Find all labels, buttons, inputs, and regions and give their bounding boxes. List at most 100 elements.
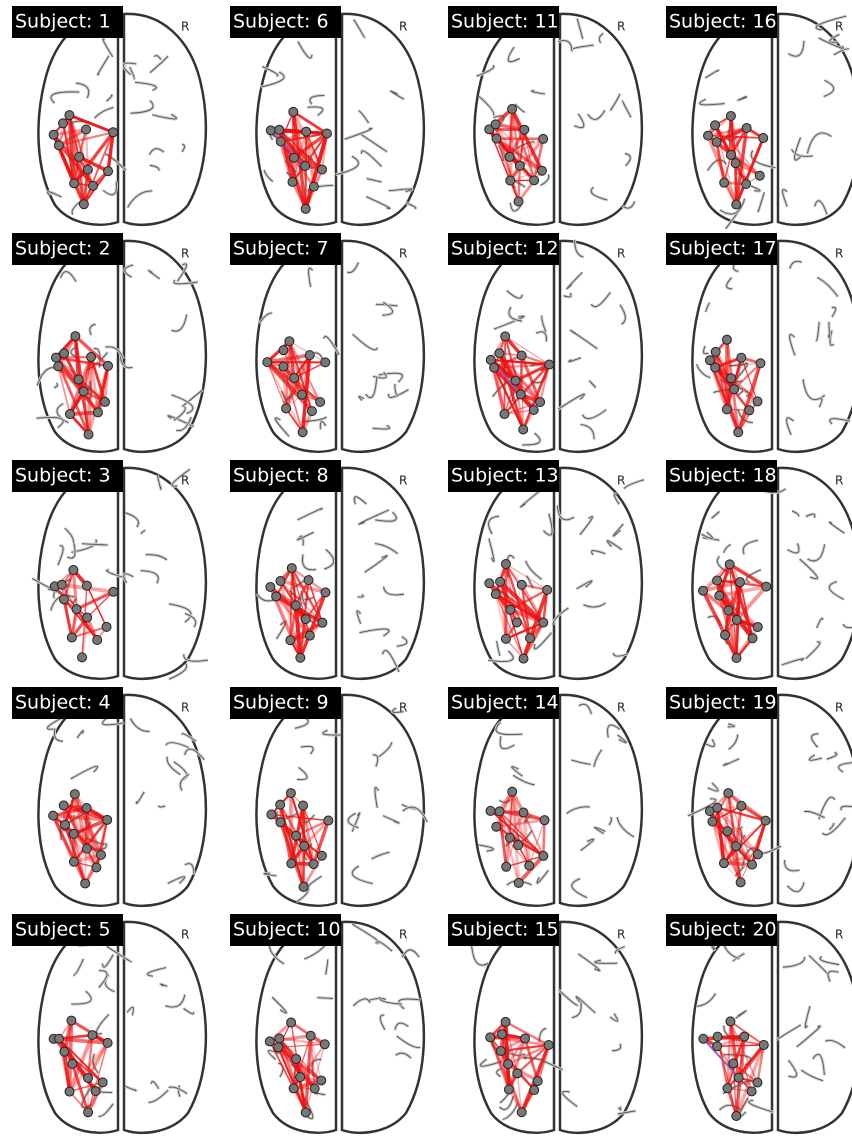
- node: [732, 1111, 741, 1120]
- side-label: R: [835, 928, 843, 942]
- node: [753, 397, 762, 406]
- node: [506, 605, 515, 614]
- connection: [543, 820, 544, 856]
- node: [504, 1085, 513, 1094]
- side-label: R: [617, 247, 625, 261]
- panel-label: Subject: 15: [451, 919, 559, 941]
- connection: [304, 846, 305, 887]
- node: [82, 844, 91, 853]
- panel-label: Subject: 8: [233, 465, 329, 487]
- side-label: R: [835, 247, 843, 261]
- panel-label: Subject: 5: [15, 919, 111, 941]
- node: [67, 1016, 76, 1025]
- node: [54, 362, 63, 371]
- node: [699, 586, 708, 595]
- node: [266, 126, 275, 135]
- node: [317, 851, 326, 860]
- connection: [519, 166, 520, 202]
- node: [79, 200, 88, 209]
- node: [719, 859, 728, 868]
- node: [292, 1054, 301, 1063]
- brain-panel: Subject: 18R: [666, 460, 852, 679]
- node: [103, 361, 112, 370]
- node: [81, 879, 90, 888]
- panel-label: Subject: 19: [669, 692, 777, 714]
- node: [74, 375, 83, 384]
- brain-panel: Subject: 9R: [230, 687, 427, 906]
- node: [737, 801, 746, 810]
- node: [732, 654, 741, 663]
- side-label: R: [835, 20, 843, 34]
- node: [275, 125, 284, 134]
- node: [65, 111, 74, 120]
- node: [291, 601, 300, 610]
- side-label: R: [399, 20, 407, 34]
- node: [712, 137, 721, 146]
- node: [745, 406, 754, 415]
- node: [508, 105, 517, 114]
- node: [486, 806, 495, 815]
- hemisphere-right: [778, 14, 852, 225]
- node: [299, 801, 308, 810]
- node: [721, 630, 730, 639]
- node: [310, 1084, 319, 1093]
- node: [305, 351, 314, 360]
- node: [530, 176, 539, 185]
- node: [321, 588, 330, 597]
- node: [736, 878, 745, 887]
- node: [734, 1073, 743, 1082]
- page: Subject: 1RSubject: 2RSubject: 3RSubject…: [0, 0, 852, 1137]
- node: [296, 653, 305, 662]
- node: [501, 559, 510, 568]
- node: [497, 1030, 506, 1039]
- node: [88, 1031, 97, 1040]
- node: [711, 363, 720, 372]
- brain-panel: Subject: 2R: [12, 233, 206, 452]
- node: [713, 1042, 722, 1051]
- node: [517, 351, 526, 360]
- brain-panel: Subject: 10R: [230, 914, 424, 1133]
- node: [525, 861, 534, 870]
- panel-label: Subject: 3: [15, 465, 111, 487]
- node: [511, 376, 520, 385]
- node: [59, 595, 68, 604]
- node: [753, 850, 762, 859]
- node: [737, 353, 746, 362]
- brain-panel: Subject: 6R: [230, 6, 424, 225]
- node: [65, 1087, 74, 1096]
- panel-label: Subject: 11: [451, 11, 559, 33]
- node: [508, 787, 517, 796]
- node: [506, 176, 515, 185]
- side-label: R: [181, 474, 189, 488]
- node: [100, 397, 109, 406]
- node: [287, 564, 296, 573]
- node: [97, 850, 106, 859]
- node: [98, 1078, 107, 1087]
- brain-panel: Subject: 17R: [666, 233, 852, 452]
- hemisphere-right: [124, 922, 206, 1133]
- node: [519, 808, 528, 817]
- panel-label: Subject: 18: [669, 465, 777, 487]
- node: [70, 179, 79, 188]
- connection: [510, 109, 512, 181]
- node: [109, 128, 118, 137]
- node: [759, 134, 768, 143]
- node: [55, 1034, 64, 1043]
- brain-panel: Subject: 15R: [448, 914, 642, 1133]
- panel-label: Subject: 12: [451, 238, 559, 260]
- node: [533, 1077, 542, 1086]
- brain-panel: Subject: 11R: [448, 6, 642, 225]
- node: [495, 807, 504, 816]
- hemisphere-right: [560, 468, 642, 679]
- node: [84, 430, 93, 439]
- node: [495, 349, 504, 358]
- brain-panel: Subject: 8R: [230, 460, 424, 679]
- node: [491, 120, 500, 129]
- node: [516, 390, 525, 399]
- node: [49, 811, 58, 820]
- node: [304, 576, 313, 585]
- node: [512, 618, 521, 627]
- side-label: R: [399, 701, 407, 715]
- brain-panel: Subject: 1R: [12, 6, 206, 225]
